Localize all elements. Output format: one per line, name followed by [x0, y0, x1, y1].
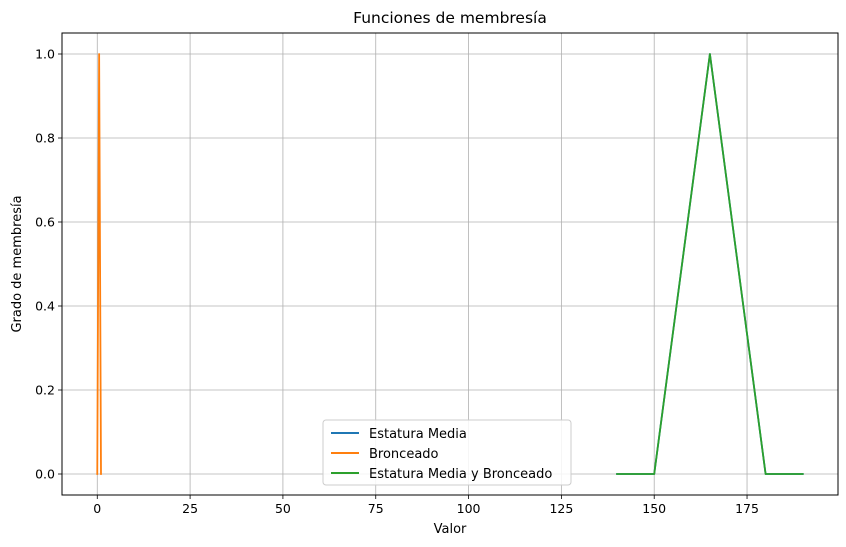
grid-lines	[62, 33, 838, 495]
x-axis-ticks: 0 25 50 75 100 125 150 175	[93, 495, 759, 516]
y-tick-label: 1.0	[35, 47, 55, 62]
x-tick-label: 100	[457, 501, 481, 516]
x-tick-label: 25	[182, 501, 198, 516]
legend-label-estatura-media: Estatura Media	[369, 427, 467, 442]
legend-label-estatura-media-y-bronceado: Estatura Media y Bronceado	[369, 467, 552, 482]
x-axis-label: Valor	[434, 522, 467, 537]
legend-box	[322, 419, 572, 486]
series-line-estatura-media-y-bronceado	[616, 53, 804, 475]
legend: Estatura Media Bronceado Estatura Media …	[322, 419, 572, 486]
chart-title: Funciones de membresía	[353, 9, 547, 27]
x-tick-label: 0	[93, 501, 101, 516]
y-tick-label: 0.6	[35, 215, 55, 230]
x-tick-label: 75	[368, 501, 384, 516]
x-tick-label: 50	[275, 501, 291, 516]
plot-frame	[61, 32, 839, 496]
y-tick-label: 0.0	[35, 467, 55, 482]
legend-label-bronceado: Bronceado	[369, 447, 439, 462]
series-lines	[96, 53, 804, 475]
y-axis-ticks: 0.0 0.2 0.4 0.6 0.8 1.0	[35, 47, 62, 482]
y-tick-label: 0.4	[35, 299, 55, 314]
x-tick-label: 175	[735, 501, 759, 516]
y-tick-label: 0.8	[35, 131, 55, 146]
y-tick-label: 0.2	[35, 383, 55, 398]
x-tick-label: 125	[549, 501, 573, 516]
y-axis-label: Grado de membresía	[10, 195, 25, 332]
series-line-bronceado	[96, 53, 102, 475]
x-tick-label: 150	[642, 501, 666, 516]
